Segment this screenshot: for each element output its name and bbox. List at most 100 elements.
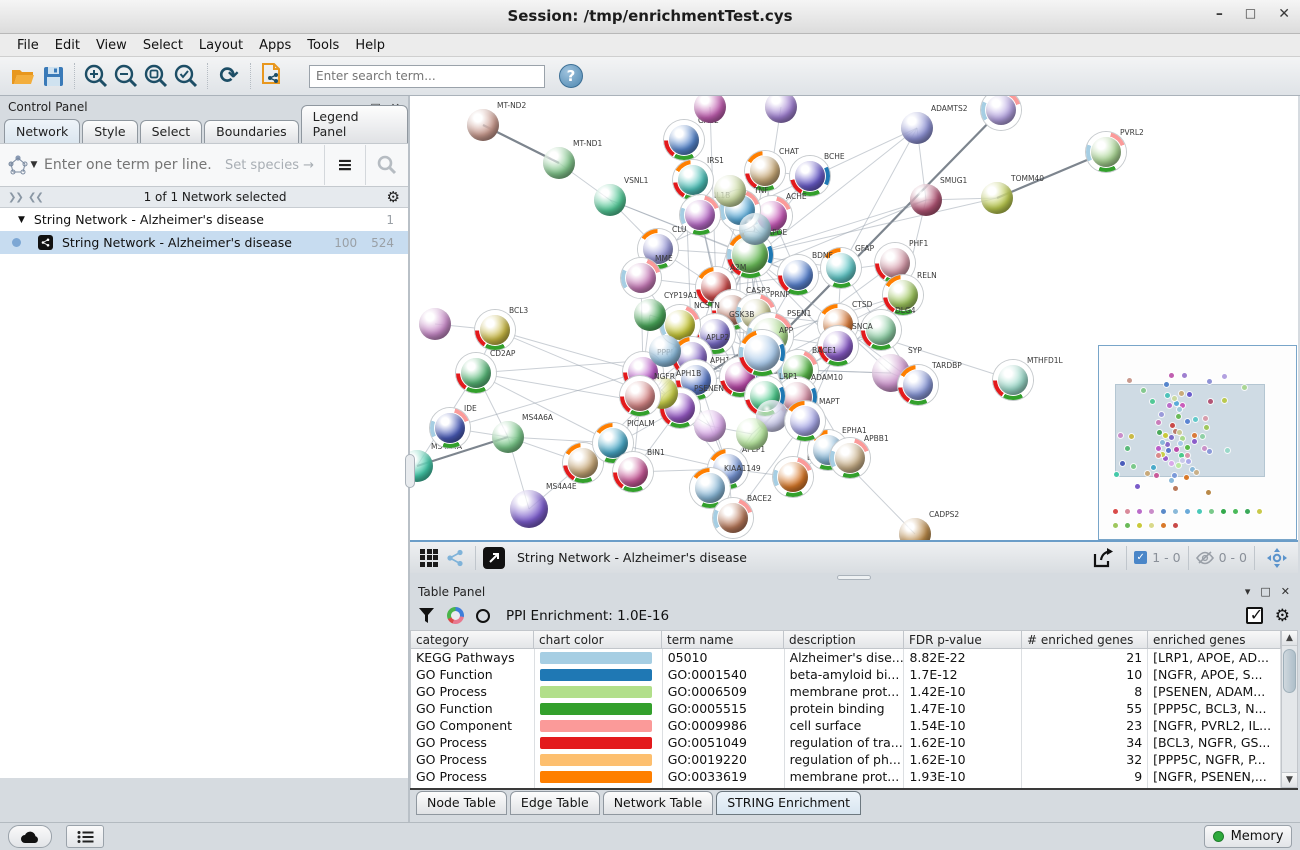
network-node[interactable]: [690, 96, 730, 127]
network-node-kiaa1149[interactable]: [690, 468, 730, 508]
scroll-up-icon[interactable]: ▲: [1282, 631, 1297, 646]
tab-string-enrichment[interactable]: STRING Enrichment: [716, 791, 862, 815]
set-species-link[interactable]: Set species →: [224, 157, 314, 173]
select-rows-icon[interactable]: [1245, 605, 1263, 624]
open-session-button[interactable]: [8, 61, 38, 91]
menu-file[interactable]: File: [17, 37, 39, 53]
tab-legend-panel[interactable]: Legend Panel: [300, 105, 408, 143]
menu-layout[interactable]: Layout: [198, 37, 244, 53]
panel-splitter-handle[interactable]: [405, 454, 415, 488]
network-node-bdnf[interactable]: [778, 255, 818, 295]
menu-edit[interactable]: Edit: [54, 37, 80, 53]
network-node-bace2[interactable]: [713, 498, 753, 538]
close-button[interactable]: ✕: [1278, 6, 1290, 22]
circle-chart-icon[interactable]: [476, 608, 490, 623]
network-node-mthfd1l[interactable]: [993, 360, 1033, 400]
network-node-bin1[interactable]: [613, 452, 653, 492]
table-row[interactable]: GO Function GO:0001540 beta-amyloid bi... 1…: [411, 666, 1281, 683]
network-node-mapt[interactable]: [785, 401, 825, 441]
column-header-description[interactable]: description: [784, 630, 904, 649]
column-header-enriched-genes[interactable]: # enriched genes: [1022, 630, 1148, 649]
search-input[interactable]: [309, 64, 545, 88]
memory-button[interactable]: Memory: [1204, 825, 1292, 848]
network-node-tardbp[interactable]: [898, 365, 938, 405]
column-header-term-name[interactable]: term name: [662, 630, 784, 649]
minimize-button[interactable]: –: [1215, 6, 1223, 22]
network-canvas[interactable]: MT-ND2MT-ND1VSNL1GAB2ADAMTS2PVRL2TOMM40S…: [410, 96, 1298, 540]
cloud-button[interactable]: [8, 825, 52, 848]
network-node-reln[interactable]: [883, 275, 923, 315]
network-node-adamts2[interactable]: [897, 108, 937, 148]
string-search-button[interactable]: [366, 155, 408, 175]
network-edge[interactable]: [749, 197, 998, 256]
birds-eye-view[interactable]: [1098, 345, 1297, 540]
column-header-category[interactable]: category: [410, 630, 534, 649]
expand-all-icon[interactable]: ❯❯: [28, 191, 44, 203]
network-node-phf1[interactable]: [875, 243, 915, 283]
network-node[interactable]: [732, 414, 772, 454]
network-node-mme[interactable]: [621, 258, 661, 298]
network-node-tomm40[interactable]: [977, 178, 1017, 218]
scroll-down-icon[interactable]: ▼: [1282, 772, 1297, 787]
network-node-cadps2[interactable]: [895, 514, 935, 540]
table-settings-gear-icon[interactable]: ⚙: [1274, 605, 1290, 626]
tree-row[interactable]: String Network - Alzheimer's disease 100 5…: [0, 231, 408, 254]
table-row[interactable]: GO Process GO:0050435beta-amyloid m...2.0…: [411, 785, 1281, 788]
help-button[interactable]: ?: [559, 64, 583, 88]
refresh-button[interactable]: ⟳: [219, 63, 239, 89]
detach-view-button[interactable]: [483, 546, 505, 569]
network-node-epha5[interactable]: [773, 457, 813, 497]
enrichment-chart-icon[interactable]: [447, 607, 464, 624]
tab-edge-table[interactable]: Edge Table: [509, 791, 600, 815]
network-node-ms4a6a[interactable]: [488, 417, 528, 457]
network-node[interactable]: [710, 171, 750, 211]
menu-tools[interactable]: Tools: [307, 37, 340, 53]
export-view-button[interactable]: [1089, 543, 1119, 573]
network-node-ms4a4e[interactable]: [506, 486, 552, 532]
filter-icon[interactable]: [418, 607, 435, 624]
network-node-mt-nd1[interactable]: [539, 143, 579, 183]
column-header-enriched-genes[interactable]: enriched genes: [1148, 630, 1281, 649]
network-node-chat[interactable]: [745, 151, 785, 191]
table-vertical-scrollbar[interactable]: ▲ ▼: [1281, 630, 1298, 788]
string-source-selector[interactable]: ▼: [0, 154, 44, 176]
network-node-apbb1[interactable]: [830, 438, 870, 478]
network-node-ide[interactable]: [430, 408, 470, 448]
share-view-button[interactable]: [442, 545, 468, 571]
network-node-bche[interactable]: [790, 156, 830, 196]
network-node-vsnl1[interactable]: [590, 180, 630, 220]
tab-boundaries[interactable]: Boundaries: [204, 120, 299, 143]
menu-view[interactable]: View: [95, 37, 127, 53]
collapse-all-icon[interactable]: ❯❯: [8, 191, 24, 203]
pan-tool-button[interactable]: [1262, 543, 1292, 573]
network-node-app[interactable]: [739, 330, 785, 376]
network-edge[interactable]: [494, 329, 644, 373]
network-node-pvrl2[interactable]: [1086, 132, 1126, 172]
menu-help[interactable]: Help: [355, 37, 385, 53]
network-node-bcl3[interactable]: [475, 310, 515, 350]
menu-apps[interactable]: Apps: [259, 37, 292, 53]
network-node[interactable]: [761, 96, 801, 127]
network-node-lrp1[interactable]: [745, 376, 785, 416]
network-node-il1b[interactable]: [680, 195, 720, 235]
network-options-gear-icon[interactable]: ⚙: [386, 188, 400, 206]
network-edge[interactable]: [709, 106, 717, 288]
network-node[interactable]: [415, 304, 455, 344]
maximize-button[interactable]: □: [1244, 6, 1257, 20]
table-row[interactable]: KEGG Pathways 05010 Alzheimer's dise... 8.8…: [411, 649, 1281, 666]
tab-node-table[interactable]: Node Table: [416, 791, 507, 815]
tree-expand-caret[interactable]: ▼: [18, 214, 25, 225]
horizontal-splitter[interactable]: [410, 573, 1298, 582]
network-node-snca[interactable]: [818, 326, 858, 366]
grid-view-button[interactable]: [416, 545, 442, 571]
export-network-button[interactable]: [257, 61, 287, 91]
float-panel-icon[interactable]: □: [1260, 585, 1271, 598]
tree-row[interactable]: ▼ String Network - Alzheimer's disease 1: [0, 208, 408, 231]
zoom-in-button[interactable]: [81, 61, 111, 91]
table-row[interactable]: GO Process GO:0033619 membrane prot... 1.93…: [411, 768, 1281, 785]
task-list-button[interactable]: [66, 825, 104, 848]
network-node-irs1[interactable]: [673, 160, 713, 200]
network-node[interactable]: [690, 406, 730, 446]
string-term-input[interactable]: [44, 157, 225, 173]
table-row[interactable]: GO Process GO:0019220 regulation of ph... 1…: [411, 751, 1281, 768]
